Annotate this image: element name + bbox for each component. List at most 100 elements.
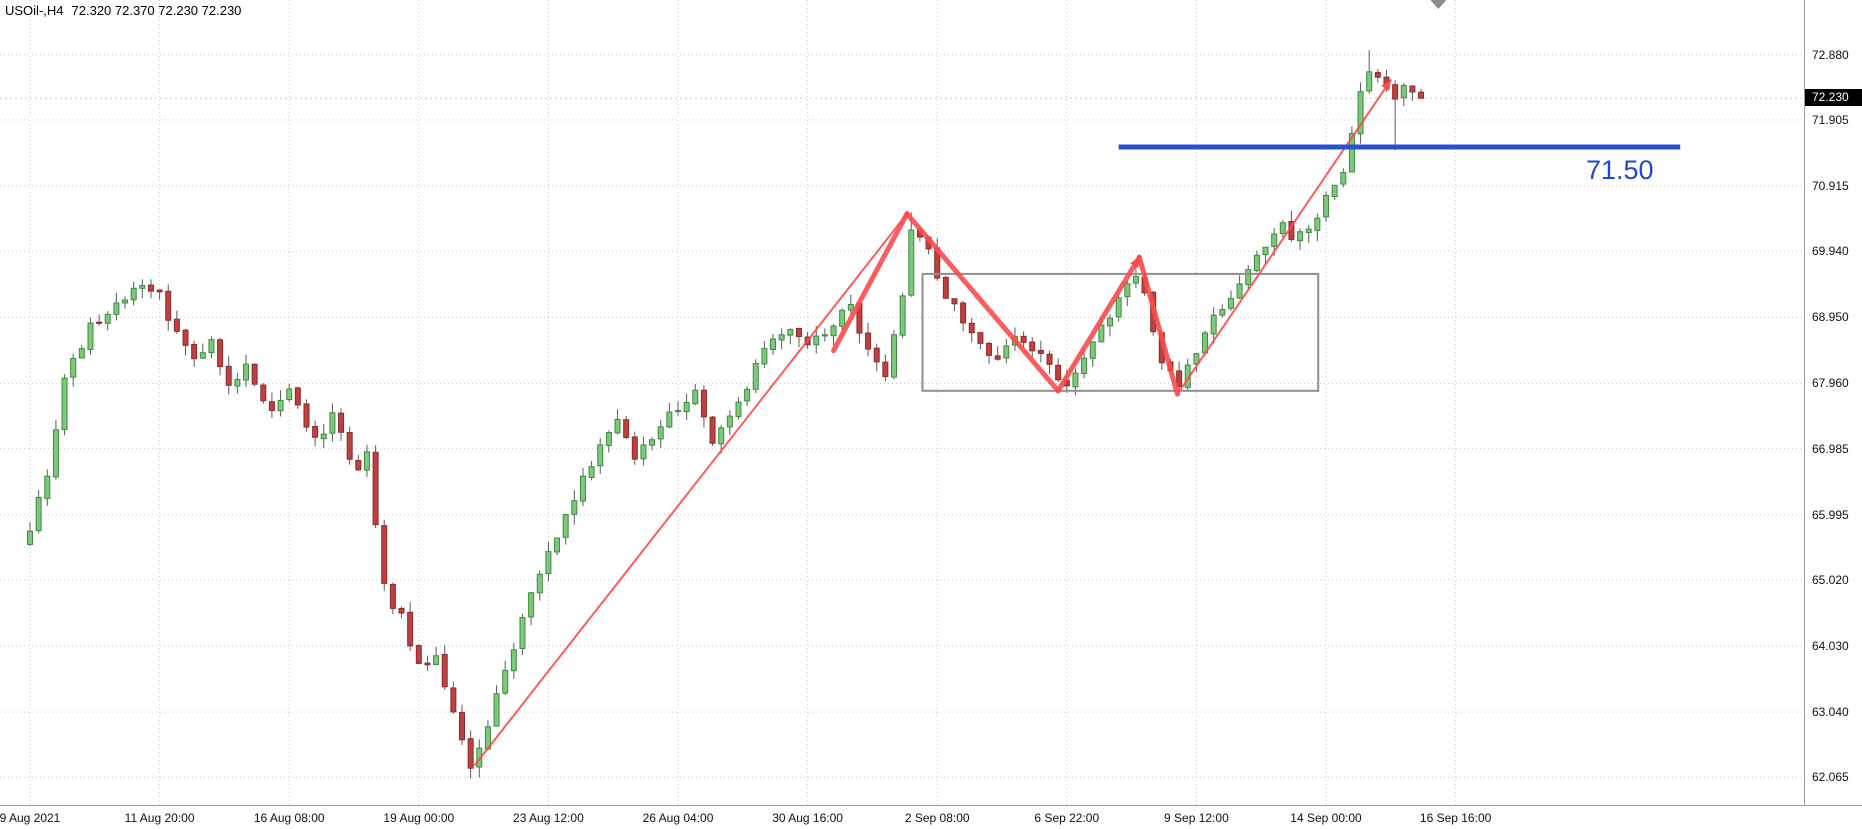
current-price-tag: 72.230 [1805,89,1862,107]
trendline[interactable] [1176,79,1392,396]
candle [27,530,33,545]
candle [1357,91,1364,135]
candle [683,401,690,413]
candle [173,318,180,332]
candle [579,475,586,502]
candle [718,427,725,445]
candle [459,711,465,741]
candle [139,284,146,289]
candle [493,693,500,727]
candle [588,466,595,478]
price-axis[interactable]: 72.230 72.880 71.905 70.915 69.940 68.950 67.… [1804,0,1862,805]
price-axis-label: 68.950 [1812,310,1849,325]
time-axis-label: 9 Sep 12:00 [1164,811,1229,825]
candle [770,338,777,351]
candle [389,583,396,609]
candle [1297,231,1304,242]
candle [597,444,604,467]
candle [1245,269,1252,286]
time-axis-label: 23 Aug 12:00 [513,811,584,825]
candle [735,401,742,417]
candle [96,321,103,324]
consolidation-box[interactable] [921,272,1320,392]
candle [199,352,206,359]
symbol-period-label: USOil-,H4 [5,3,64,18]
candle [217,339,224,368]
candle [657,426,664,440]
price-axis-label: 64.030 [1812,639,1849,653]
candle [882,361,889,377]
trendline[interactable] [1136,254,1180,397]
candle [1348,132,1355,173]
candle [1210,314,1217,335]
candle [1055,364,1062,381]
candle [813,335,820,346]
price-axis-label: 63.040 [1812,705,1849,720]
chart-shift-marker[interactable] [1430,0,1447,9]
trendline-arrowhead [1381,80,1391,92]
candle [1037,349,1044,354]
candle [260,384,267,402]
candle [381,525,388,584]
trendline[interactable] [473,212,908,766]
candle [649,439,656,446]
candle [1236,283,1243,299]
candle [899,295,906,336]
candle [277,399,284,412]
candle [78,348,85,359]
candle [666,411,673,428]
candle [605,432,612,446]
candle [1132,276,1139,284]
candle [554,537,561,553]
candle [1098,324,1105,343]
candle [1331,184,1338,198]
trendline[interactable] [831,211,910,354]
candle [467,738,474,769]
time-axis-label: 30 Aug 16:00 [772,811,843,825]
price-axis-label: 62.065 [1812,770,1849,785]
candle [1271,233,1278,247]
candle [571,500,578,515]
candle [839,309,846,327]
candle [70,357,77,378]
candle [977,332,984,344]
level-price-label[interactable]: 71.50 [1585,154,1654,185]
candle [424,662,431,666]
time-axis[interactable]: 9 Aug 2021 11 Aug 20:00 16 Aug 08:00 19 Aug… [0,805,1862,829]
candle [182,329,189,346]
time-axis-label: 16 Sep 16:00 [1419,811,1492,825]
candle [191,343,198,360]
candle [631,436,638,460]
price-axis-label: 71.905 [1812,112,1849,127]
candle [873,347,880,363]
candle [113,302,120,315]
trendline[interactable] [904,211,1061,394]
candle [147,284,154,292]
candle [908,229,915,296]
candle [1262,246,1269,256]
candle [208,339,215,354]
candle [787,328,794,336]
candle [562,514,569,538]
candle [225,365,232,386]
candle [61,377,68,431]
candle [35,496,42,532]
candle [1374,72,1381,78]
candle [1107,317,1113,327]
candle [1124,283,1131,298]
candle [329,412,336,434]
candle [251,363,258,385]
candle [346,432,353,460]
candle [398,607,405,614]
candle [450,687,457,713]
candle [709,416,716,444]
candle [545,551,552,575]
trendline[interactable] [1055,254,1142,394]
candle [372,451,379,526]
candle [294,387,301,406]
price-axis-label: 72.880 [1812,47,1849,62]
candle [700,389,707,418]
candle [986,342,993,356]
